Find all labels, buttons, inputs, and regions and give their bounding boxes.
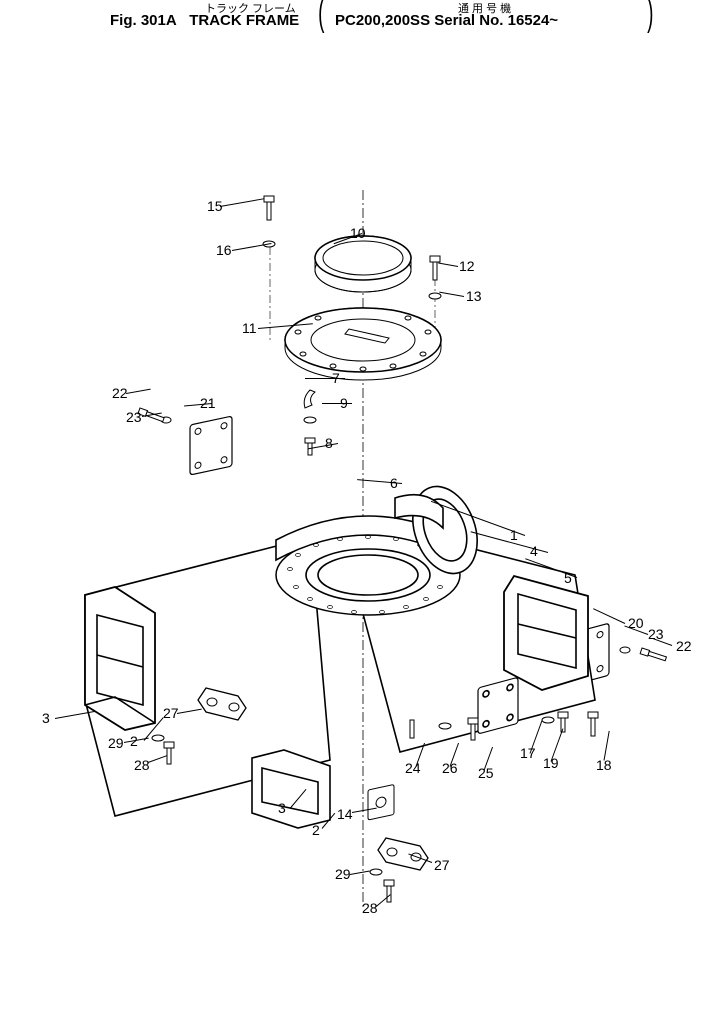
part-18-bolt [588,712,598,736]
leader-line [305,378,345,379]
part-22-bolt-right [640,648,667,662]
callout-4: 4 [530,543,538,559]
callout-16: 16 [216,242,232,258]
part-12-bolt [430,256,440,280]
part-14-plate [368,784,394,820]
callout-27: 27 [434,857,450,873]
part-21-plate-left [190,416,232,475]
part-7 [304,390,315,408]
callout-28: 28 [362,900,378,916]
callout-3: 3 [42,710,50,726]
part-24 [410,720,414,738]
callout-13: 13 [466,288,482,304]
callout-14: 14 [337,806,353,822]
part-15-bolt [264,196,274,220]
callout-10: 10 [350,225,366,241]
part-13-washer [429,293,441,299]
callout-12: 12 [459,258,475,274]
part-10-ring [315,236,411,292]
callout-11: 11 [242,320,257,336]
part-19-washer [542,717,554,723]
track-frame-svg [0,0,707,1017]
callout-24: 24 [405,760,421,776]
callout-25: 25 [478,765,494,781]
part-29-washer-left [152,735,164,741]
part-1-track-frame [85,477,595,828]
callout-22: 22 [676,638,692,654]
part-23-washer-right [620,647,630,653]
callout-23: 23 [126,409,142,425]
callout-3: 3 [278,800,286,816]
leader-line [322,403,352,404]
callout-28: 28 [134,757,150,773]
callout-17: 17 [520,745,536,761]
callout-2: 2 [312,822,320,838]
part-9-washer [304,417,316,423]
callout-29: 29 [335,866,351,882]
part-26-washer [439,723,451,729]
part-11-cover [285,308,441,380]
part-27-bracket-bottom [378,838,428,870]
callout-29: 29 [108,735,124,751]
part-29-washer-bottom [370,869,382,875]
